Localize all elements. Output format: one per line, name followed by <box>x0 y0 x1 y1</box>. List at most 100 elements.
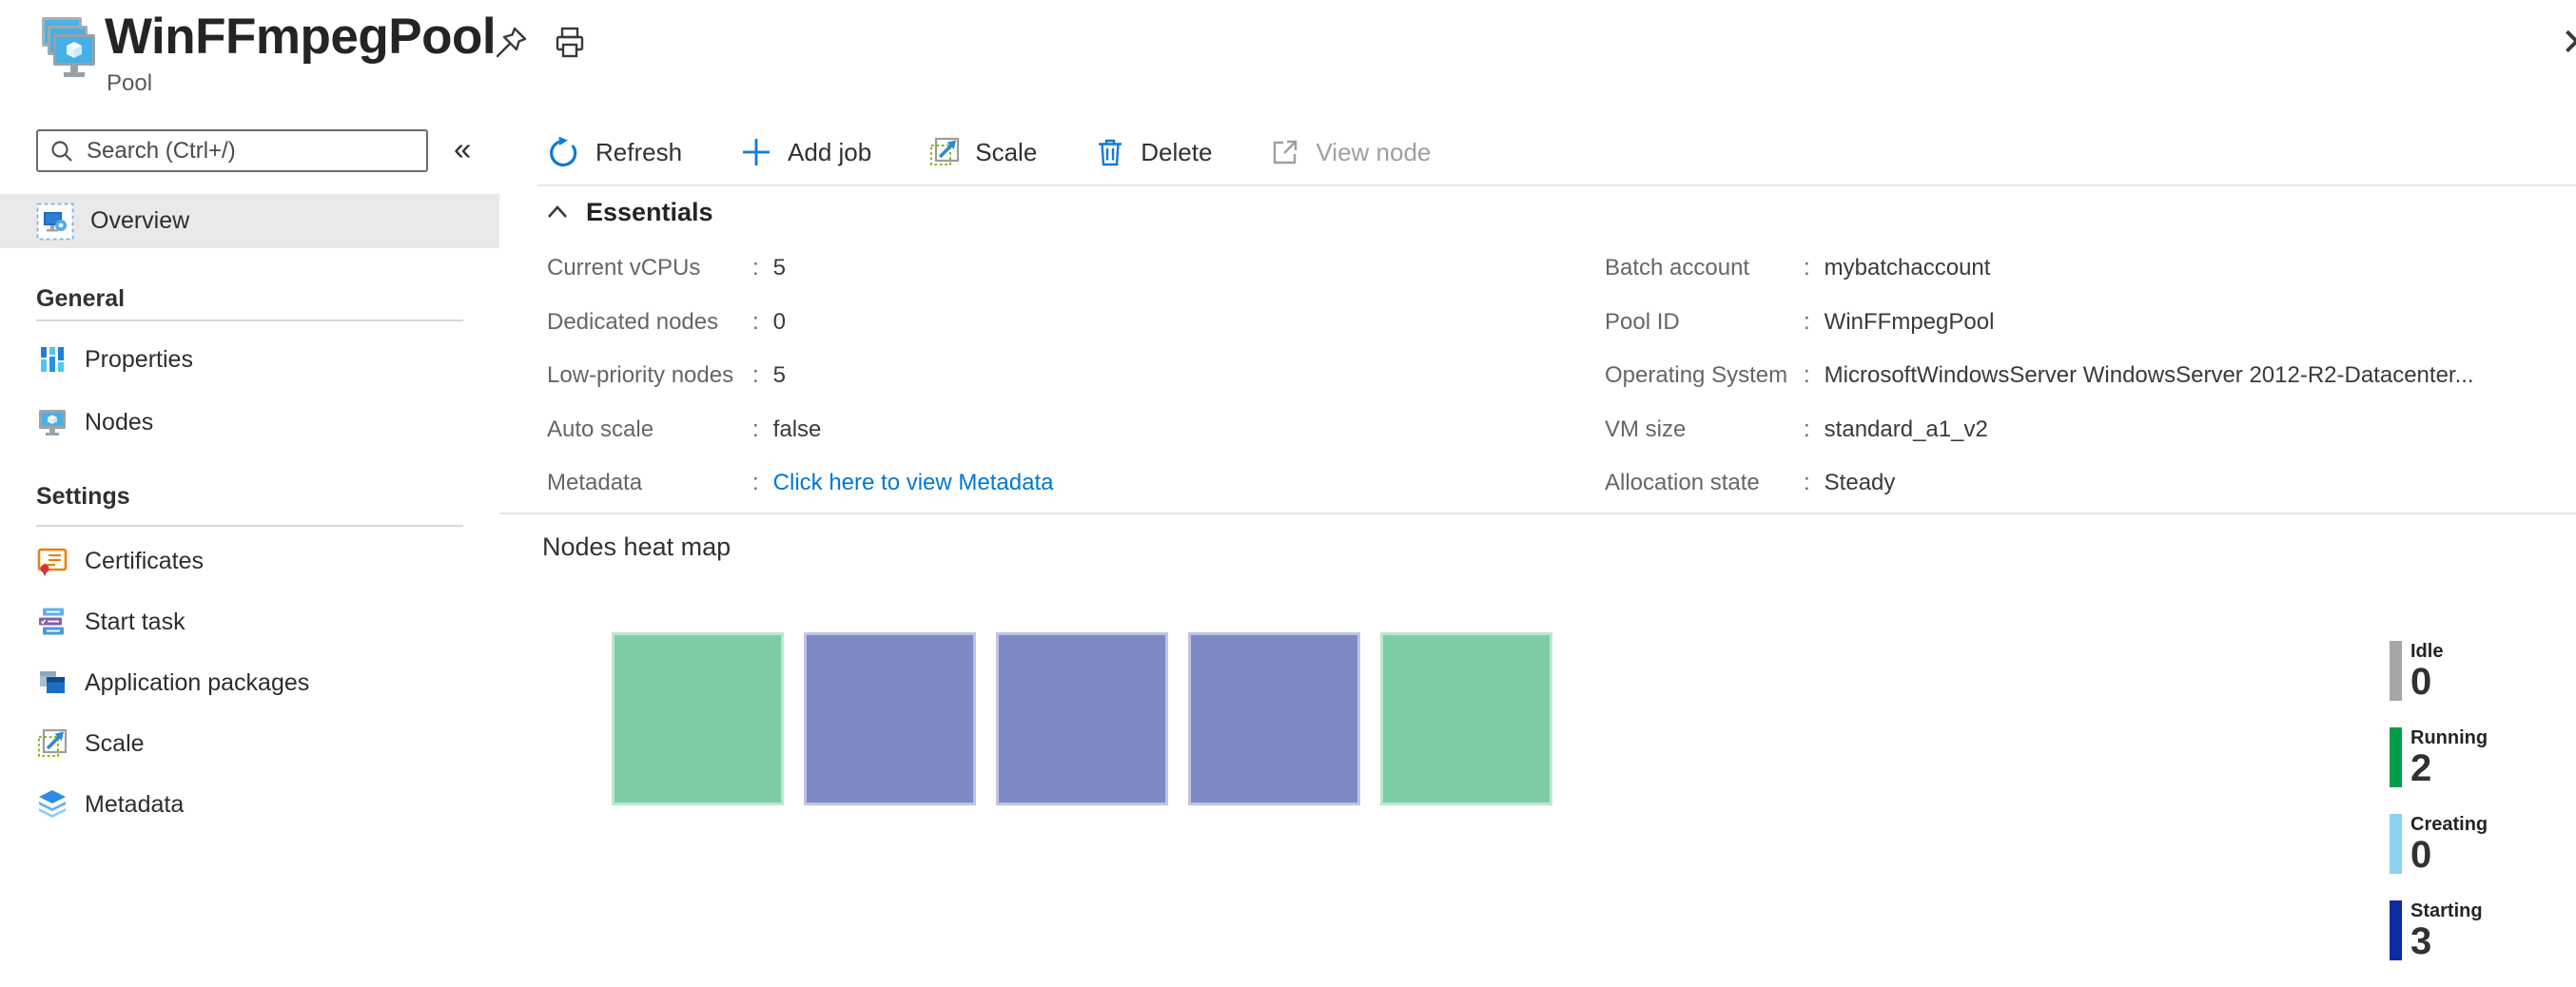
essentials-row: Metadata : Click here to view Metadata <box>547 456 1053 511</box>
field-value: mybatchaccount <box>1824 255 1991 281</box>
heatmap-tile[interactable] <box>996 632 1168 805</box>
essentials-row: Low-priority nodes : 5 <box>547 349 1053 403</box>
sidebar-item-overview[interactable]: Overview <box>0 194 499 248</box>
colon: : <box>752 416 759 442</box>
view-node-button[interactable]: View node <box>1269 136 1431 168</box>
essentials-row: Current vCPUs : 5 <box>547 242 1053 296</box>
page-title: WinFFmpegPool <box>105 9 497 65</box>
essentials-title: Essentials <box>586 198 713 226</box>
field-label: Pool ID <box>1605 308 1680 335</box>
field-label: Batch account <box>1605 255 1750 281</box>
heatmap-tile[interactable] <box>804 632 976 805</box>
divider <box>537 184 2576 186</box>
search-box[interactable] <box>36 129 428 172</box>
legend-value: 3 <box>2410 920 2432 962</box>
field-value: 0 <box>772 308 787 335</box>
certificate-icon <box>36 545 68 577</box>
legend-label: Starting <box>2410 900 2483 921</box>
start-task-icon <box>36 606 68 638</box>
sidebar-item-label: Metadata <box>85 790 185 818</box>
essentials-row: Allocation state : Steady <box>1605 456 2474 511</box>
essentials-right-column: Batch account : mybatchaccount Pool ID :… <box>1605 242 2474 511</box>
heatmap-legend: Idle 0 Running 2 Creating 0 Starting 3 <box>2390 641 2488 960</box>
sidebar-item-start-task[interactable]: Start task <box>0 599 499 645</box>
sidebar-item-label: Start task <box>85 608 185 635</box>
sidebar-item-metadata[interactable]: Metadata <box>0 782 499 827</box>
pin-icon[interactable] <box>493 25 529 61</box>
colon: : <box>1804 470 1810 496</box>
field-label: Dedicated nodes <box>547 308 719 335</box>
essentials-row: Operating System : MicrosoftWindowsServe… <box>1605 349 2474 403</box>
legend-swatch <box>2390 814 2402 874</box>
field-value: MicrosoftWindowsServer WindowsServer 201… <box>1824 362 2474 389</box>
legend-swatch <box>2390 900 2402 960</box>
legend-entry-idle: Idle 0 <box>2390 641 2488 701</box>
add-job-label: Add job <box>788 137 872 166</box>
refresh-icon <box>547 135 581 169</box>
properties-icon <box>36 343 68 376</box>
delete-button[interactable]: Delete <box>1094 136 1212 168</box>
refresh-button[interactable]: Refresh <box>547 135 682 169</box>
close-icon[interactable]: ✕ <box>2561 21 2576 65</box>
heatmap-tile[interactable] <box>612 632 784 805</box>
field-label: VM size <box>1605 416 1687 442</box>
page-subtitle: Pool <box>107 70 153 96</box>
external-link-icon <box>1269 136 1301 168</box>
heatmap-tile[interactable] <box>1380 632 1552 805</box>
legend-entry-running: Running 2 <box>2390 727 2488 787</box>
command-bar: Refresh Add job Scale <box>547 129 1488 175</box>
colon: : <box>752 470 759 496</box>
sidebar-item-nodes[interactable]: Nodes <box>0 399 499 445</box>
sidebar-item-label: Overview <box>90 207 190 234</box>
essentials-toggle[interactable]: Essentials <box>544 198 713 227</box>
legend-entry-starting: Starting 3 <box>2390 900 2488 960</box>
sidebar-item-certificates[interactable]: Certificates <box>0 538 499 584</box>
sidebar-item-scale[interactable]: Scale <box>0 721 499 766</box>
colon: : <box>752 255 759 281</box>
nodes-heatmap <box>612 632 1552 805</box>
legend-label: Idle <box>2410 641 2444 662</box>
legend-swatch <box>2390 727 2402 787</box>
legend-entry-creating: Creating 0 <box>2390 814 2488 874</box>
metadata-icon <box>36 788 68 821</box>
scale-button[interactable]: Scale <box>928 136 1037 168</box>
add-job-button[interactable]: Add job <box>739 135 871 169</box>
legend-value: 0 <box>2410 661 2432 703</box>
colon: : <box>752 362 759 389</box>
colon: : <box>752 308 759 335</box>
field-value: false <box>772 416 822 442</box>
delete-label: Delete <box>1141 137 1213 166</box>
divider <box>499 513 2576 514</box>
search-icon <box>49 138 75 164</box>
field-label: Low-priority nodes <box>547 362 734 389</box>
heatmap-tile[interactable] <box>1188 632 1360 805</box>
field-label: Metadata <box>547 470 643 496</box>
legend-value: 0 <box>2410 834 2432 876</box>
field-label: Operating System <box>1605 362 1788 389</box>
legend-swatch <box>2390 641 2402 701</box>
trash-icon <box>1094 136 1126 168</box>
sidebar-item-label: Properties <box>85 345 193 373</box>
chevron-up-icon <box>544 200 571 226</box>
sidebar-item-label: Application packages <box>85 668 310 696</box>
sidebar-collapse-button[interactable]: « <box>454 131 472 166</box>
essentials-row: Auto scale : false <box>547 403 1053 457</box>
print-icon[interactable] <box>552 25 588 61</box>
field-value: standard_a1_v2 <box>1824 416 1988 442</box>
sidebar-item-label: Certificates <box>85 547 205 574</box>
colon: : <box>1804 362 1810 389</box>
scale-icon <box>36 727 68 760</box>
overview-icon <box>36 203 74 241</box>
search-input[interactable] <box>85 136 402 165</box>
field-label: Allocation state <box>1605 470 1760 496</box>
colon: : <box>1804 255 1810 281</box>
plus-icon <box>739 135 773 169</box>
sidebar-item-properties[interactable]: Properties <box>0 337 499 382</box>
field-value: 5 <box>772 362 787 389</box>
divider <box>36 319 463 321</box>
sidebar-item-application-packages[interactable]: Application packages <box>0 660 499 706</box>
essentials-row: VM size : standard_a1_v2 <box>1605 403 2474 457</box>
field-value: 5 <box>772 255 787 281</box>
metadata-link[interactable]: Click here to view Metadata <box>772 470 1054 496</box>
